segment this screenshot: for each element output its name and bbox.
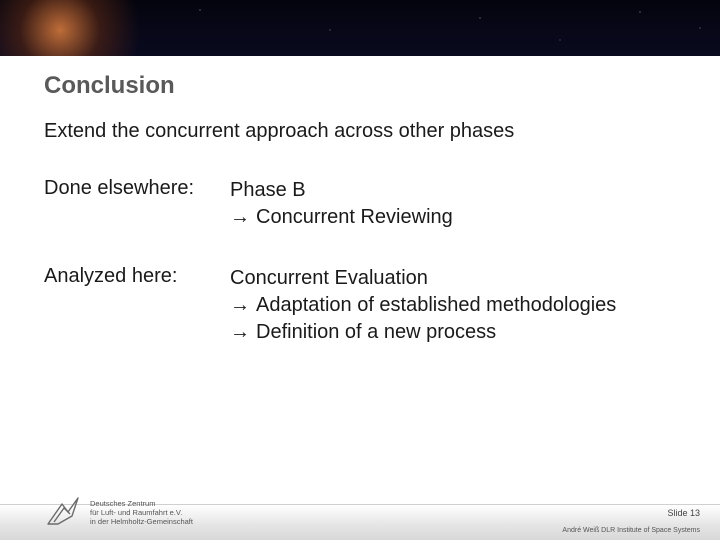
row-line: → Definition of a new process — [230, 319, 676, 346]
slide: Conclusion Extend the concurrent approac… — [0, 0, 720, 540]
row-value: Phase B → Concurrent Reviewing — [230, 177, 676, 231]
row-line: Phase B — [230, 177, 676, 204]
row-analyzed-here: Analyzed here: Concurrent Evaluation → A… — [44, 265, 676, 346]
row-done-elsewhere: Done elsewhere: Phase B → Concurrent Rev… — [44, 177, 676, 231]
slide-title: Conclusion — [44, 72, 676, 100]
logo-line1: Deutsches Zentrum — [90, 499, 193, 508]
header-stars — [0, 0, 720, 56]
dlr-logo: Deutsches Zentrum für Luft- und Raumfahr… — [44, 494, 193, 530]
content-area: Conclusion Extend the concurrent approac… — [44, 72, 676, 380]
arrow-icon: → — [230, 319, 250, 346]
row-label: Analyzed here: — [44, 265, 230, 346]
row-value: Concurrent Evaluation → Adaptation of es… — [230, 265, 676, 346]
slide-subtitle: Extend the concurrent approach across ot… — [44, 120, 676, 143]
logo-line2: für Luft- und Raumfahrt e.V. — [90, 508, 193, 517]
logo-line3: in der Helmholtz-Gemeinschaft — [90, 517, 193, 526]
row-line: Concurrent Evaluation — [230, 265, 676, 292]
row-label: Done elsewhere: — [44, 177, 230, 231]
row-line-text: Concurrent Reviewing — [256, 204, 676, 231]
row-line: → Adaptation of established methodologie… — [230, 292, 676, 319]
arrow-icon: → — [230, 204, 250, 231]
author-line: André Weiß DLR Institute of Space System… — [562, 527, 700, 534]
slide-number: Slide 13 — [667, 508, 700, 518]
arrow-icon: → — [230, 292, 250, 319]
row-line: → Concurrent Reviewing — [230, 204, 676, 231]
row-line-text: Adaptation of established methodologies — [256, 292, 676, 319]
dlr-bird-icon — [44, 494, 82, 530]
row-line-text: Definition of a new process — [256, 319, 676, 346]
logo-text: Deutsches Zentrum für Luft- und Raumfahr… — [90, 499, 193, 526]
footer: Deutsches Zentrum für Luft- und Raumfahr… — [0, 478, 720, 540]
